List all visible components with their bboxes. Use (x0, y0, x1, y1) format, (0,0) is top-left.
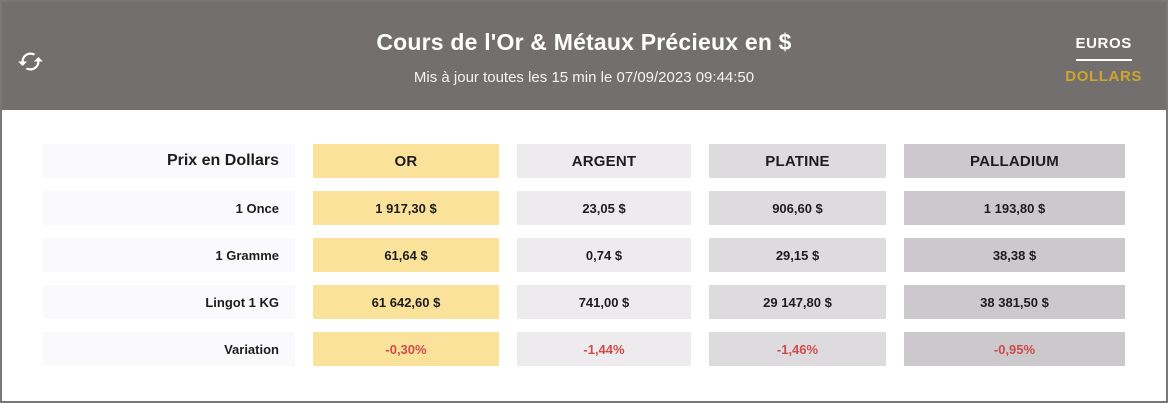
price-once-platine: 906,60 $ (709, 191, 886, 225)
widget-header: Cours de l'Or & Métaux Précieux en $ Mis… (2, 2, 1166, 110)
price-gramme-palladium: 38,38 $ (904, 238, 1125, 272)
row-label-variation: Variation (43, 332, 295, 366)
price-once-argent: 23,05 $ (517, 191, 691, 225)
price-once-palladium: 1 193,80 $ (904, 191, 1125, 225)
variation-argent: -1,44% (517, 332, 691, 366)
currency-option-euros[interactable]: EUROS (1075, 35, 1132, 52)
currency-toggle-divider (1075, 59, 1132, 61)
price-lingot-or: 61 642,60 $ (313, 285, 499, 319)
price-lingot-argent: 741,00 $ (517, 285, 691, 319)
price-once-or: 1 917,30 $ (313, 191, 499, 225)
price-gramme-argent: 0,74 $ (517, 238, 691, 272)
price-lingot-platine: 29 147,80 $ (709, 285, 886, 319)
price-lingot-palladium: 38 381,50 $ (904, 285, 1125, 319)
currency-toggle: EUROS DOLLARS (1065, 35, 1142, 85)
price-table: Prix en Dollars OR ARGENT PLATINE PALLAD… (43, 144, 1166, 366)
table-corner-label: Prix en Dollars (43, 144, 295, 178)
page-title: Cours de l'Or & Métaux Précieux en $ (376, 29, 792, 55)
row-label-once: 1 Once (43, 191, 295, 225)
column-header-argent: ARGENT (517, 144, 691, 178)
column-header-platine: PLATINE (709, 144, 886, 178)
column-header-palladium: PALLADIUM (904, 144, 1125, 178)
variation-palladium: -0,95% (904, 332, 1125, 366)
refresh-icon (17, 48, 44, 75)
price-gramme-platine: 29,15 $ (709, 238, 886, 272)
row-label-gramme: 1 Gramme (43, 238, 295, 272)
header-titles: Cours de l'Or & Métaux Précieux en $ Mis… (2, 2, 1166, 86)
currency-option-dollars[interactable]: DOLLARS (1065, 68, 1142, 85)
row-label-lingot: Lingot 1 KG (43, 285, 295, 319)
refresh-button[interactable] (15, 46, 45, 76)
variation-platine: -1,46% (709, 332, 886, 366)
last-updated-text: Mis à jour toutes les 15 min le 07/09/20… (413, 69, 755, 86)
column-header-or: OR (313, 144, 499, 178)
variation-or: -0,30% (313, 332, 499, 366)
price-gramme-or: 61,64 $ (313, 238, 499, 272)
